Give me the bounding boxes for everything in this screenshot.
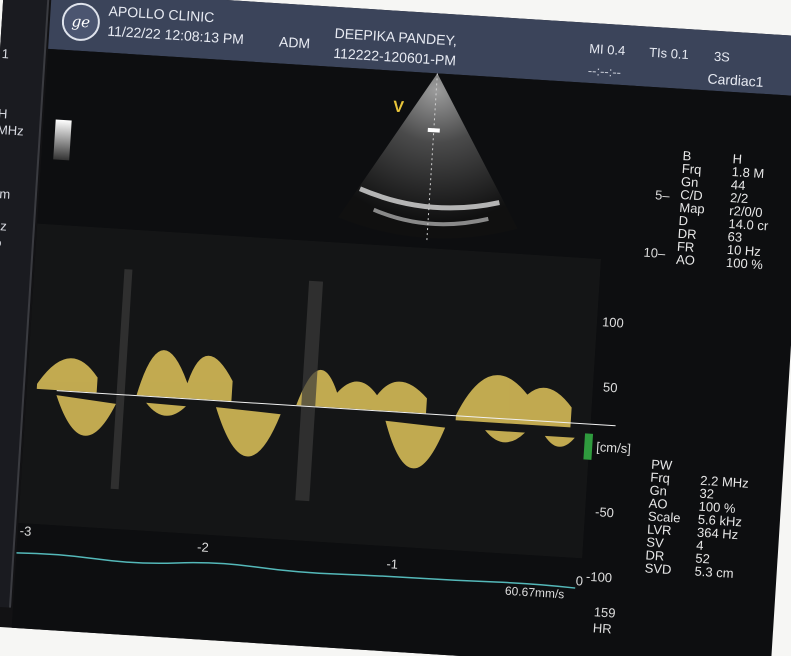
timer: --:--:-- bbox=[587, 62, 622, 80]
grayscale-bar bbox=[53, 119, 72, 161]
pw-parameters: PW Frq 2.2 MHz Gn 32 AO 100 % Scale 5.6 kHz … bbox=[644, 457, 771, 582]
time-label: 0 bbox=[575, 573, 584, 589]
exam-datetime: 11/22/22 12:08:13 PM bbox=[106, 22, 245, 48]
doppler-spectrum bbox=[18, 223, 602, 559]
time-label: -2 bbox=[196, 539, 210, 555]
baseline-marker bbox=[583, 433, 594, 460]
patient-name: DEEPIKA PANDEY, bbox=[334, 24, 458, 49]
heart-rate-label: HR bbox=[592, 620, 613, 637]
left-line: Hz bbox=[0, 217, 8, 234]
velocity-unit: [cm/s] bbox=[595, 439, 632, 457]
velocity-label: -50 bbox=[594, 504, 615, 521]
left-line: % bbox=[0, 234, 2, 250]
ge-logo: ge bbox=[60, 1, 102, 43]
bmode-sector-image bbox=[338, 73, 518, 244]
param-key: AO bbox=[675, 251, 696, 268]
left-line: MHz bbox=[0, 121, 25, 139]
velocity-label: -100 bbox=[585, 568, 613, 586]
left-line: cm bbox=[0, 185, 11, 202]
preset-name: Cardiac1 bbox=[707, 70, 765, 90]
thermal-index: TIs 0.1 bbox=[648, 44, 690, 63]
velocity-label: 50 bbox=[602, 379, 618, 396]
left-line: H bbox=[0, 105, 8, 122]
velocity-label: 100 bbox=[601, 314, 625, 331]
sweep-speed: 60.67mm/s bbox=[504, 583, 565, 602]
param-value: 100 % bbox=[725, 254, 764, 273]
left-line: 1 bbox=[1, 46, 10, 62]
ecg-trace bbox=[16, 552, 576, 589]
heart-rate-value: 159 bbox=[593, 604, 617, 621]
depth-mark: 10– bbox=[643, 244, 666, 262]
time-label: -3 bbox=[19, 523, 32, 539]
probe-name: 3S bbox=[713, 48, 731, 65]
mechanical-index: MI 0.4 bbox=[588, 40, 626, 59]
depth-mark: 5– bbox=[654, 187, 671, 204]
sector-marker: V bbox=[392, 98, 405, 117]
operator: ADM bbox=[278, 33, 311, 52]
clinic-name: APOLLO CLINIC bbox=[108, 2, 215, 26]
param-key: SVD bbox=[644, 560, 672, 578]
patient-id: 112222-120601-PM bbox=[332, 44, 457, 69]
time-label: -1 bbox=[386, 556, 399, 572]
